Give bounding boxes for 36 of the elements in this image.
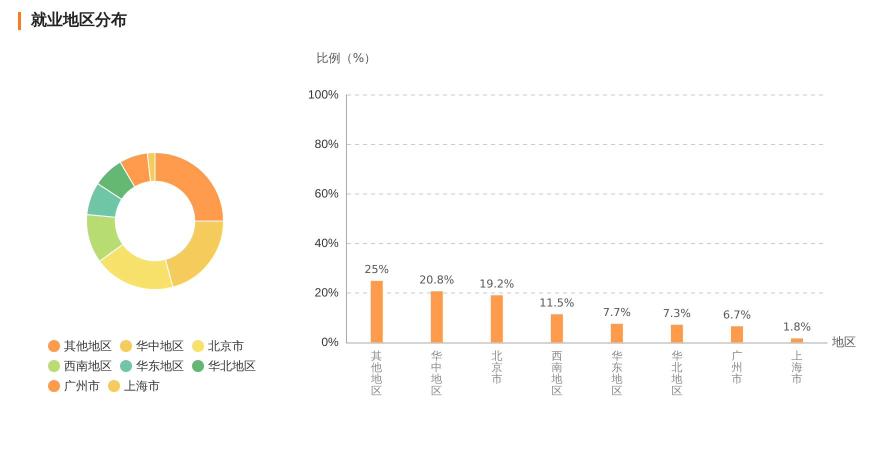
y-tick-label: 40%	[314, 236, 340, 250]
data-label: 7.3%	[662, 307, 691, 320]
x-tick-label: 华中地区	[430, 350, 442, 398]
y-axis-title: 比例（%）	[316, 50, 376, 67]
x-tick-label: 北京市	[491, 350, 502, 386]
data-label: 6.7%	[722, 308, 751, 322]
data-label: 1.8%	[783, 320, 811, 334]
y-tick-label: 20%	[314, 286, 340, 300]
bar	[550, 314, 563, 342]
chart-title: 就业地区分布	[31, 10, 127, 31]
y-tick-label: 0%	[321, 335, 340, 350]
data-label: 11.5%	[539, 296, 574, 310]
bar	[610, 324, 623, 342]
bar	[730, 326, 743, 342]
data-label: 7.7%	[602, 306, 631, 320]
x-tick-label: 西南地区	[550, 350, 562, 398]
x-tick-label: 华东地区	[610, 350, 622, 398]
data-label: 25%	[364, 263, 389, 276]
y-tick-label: 60%	[314, 186, 340, 200]
y-tick-label: 100%	[308, 87, 340, 102]
bar	[670, 324, 683, 342]
bar	[370, 280, 383, 342]
bar	[490, 295, 503, 342]
bar	[790, 338, 803, 342]
data-label: 20.8%	[419, 274, 454, 287]
legend-label: 北京市	[208, 338, 244, 354]
x-tick-label: 广州市	[731, 350, 742, 386]
x-axis-title: 地区	[832, 334, 856, 351]
x-tick-label: 其他地区	[370, 350, 382, 398]
legend-label: 华中地区	[136, 338, 184, 354]
x-tick-label: 上海市	[791, 350, 802, 386]
legend-label: 其他地区	[64, 338, 112, 354]
bar	[430, 291, 443, 342]
x-tick-label: 华北地区	[670, 350, 682, 398]
data-label: 19.2%	[479, 278, 514, 291]
y-tick-label: 80%	[314, 136, 340, 151]
